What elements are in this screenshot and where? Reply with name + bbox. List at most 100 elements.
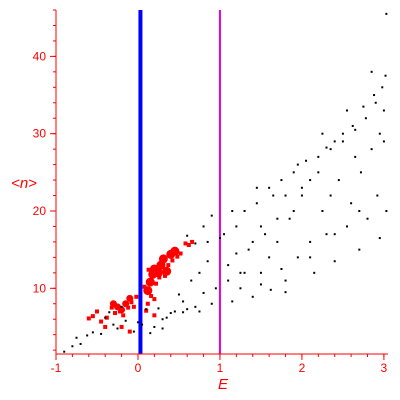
- point-s2-67: [346, 225, 349, 228]
- point-s2-72: [364, 117, 367, 120]
- point-s2-26: [194, 305, 197, 308]
- point-s2-95: [268, 256, 271, 259]
- axes-layer: -1 0 1 2 3 10 20 30 40: [33, 9, 388, 375]
- y-tick-label-0: 10: [33, 281, 47, 295]
- point-s2-123: [182, 300, 185, 303]
- point-s2-17: [157, 307, 160, 310]
- point-s2-114: [255, 186, 258, 189]
- point-s1-16: [144, 308, 149, 313]
- point-s2-66: [341, 140, 344, 143]
- point-s2-30: [210, 302, 213, 305]
- point-s2-33: [194, 242, 197, 245]
- point-s2-79: [382, 140, 385, 143]
- point-s2-80: [384, 74, 387, 77]
- point-s2-51: [280, 179, 283, 182]
- point-s2-24: [186, 308, 189, 311]
- point-s2-39: [231, 300, 234, 303]
- point-s2-55: [296, 256, 299, 259]
- x-ticks: -1 0 1 2 3: [51, 354, 388, 375]
- point-s2-47: [264, 233, 267, 236]
- point-s2-88: [325, 146, 328, 149]
- point-s2-44: [251, 295, 254, 298]
- point-s1-10: [131, 304, 136, 309]
- point-s1-30: [190, 239, 195, 244]
- point-s2-46: [259, 271, 262, 274]
- point-s1-0: [90, 314, 95, 319]
- point-s2-64: [333, 260, 336, 263]
- point-s2-32: [186, 234, 189, 237]
- point-s2-20: [169, 312, 172, 315]
- x-tick-label-3: 2: [299, 361, 306, 375]
- point-s0-7: [162, 266, 172, 276]
- point-s2-74: [370, 148, 373, 151]
- point-s2-92: [292, 209, 295, 212]
- point-s1-5: [113, 311, 118, 316]
- point-s2-103: [321, 132, 324, 135]
- point-s2-82: [385, 12, 388, 15]
- point-s1-14: [103, 324, 108, 329]
- point-s1-21: [157, 275, 162, 280]
- point-s2-62: [325, 233, 328, 236]
- point-s0-6: [158, 254, 168, 264]
- point-s1-23: [163, 273, 168, 278]
- point-s2-19: [165, 316, 168, 319]
- point-s2-100: [227, 279, 230, 282]
- point-s2-23: [182, 311, 185, 314]
- point-s2-2: [75, 336, 78, 339]
- x-tick-label-0: -1: [51, 361, 62, 375]
- point-s2-10: [120, 305, 123, 308]
- point-s1-25: [170, 258, 175, 263]
- x-axis-title: E: [218, 376, 229, 393]
- point-s2-86: [341, 132, 344, 135]
- point-s2-1: [71, 345, 74, 348]
- point-s2-116: [280, 267, 283, 270]
- point-s2-13: [141, 323, 144, 326]
- y-tick-label-2: 30: [33, 127, 47, 141]
- point-s2-104: [346, 109, 349, 112]
- point-s2-81: [385, 209, 388, 212]
- point-s1-17: [145, 301, 150, 306]
- point-s1-24: [166, 263, 171, 268]
- point-s2-18: [161, 318, 164, 321]
- point-s1-4: [109, 305, 114, 310]
- point-s2-83: [373, 94, 376, 97]
- plot-lines-layer: [138, 10, 221, 354]
- point-s2-41: [239, 287, 242, 290]
- point-s2-29: [206, 260, 209, 263]
- point-s2-120: [161, 327, 164, 330]
- point-s2-52: [284, 279, 287, 282]
- point-s2-57: [305, 159, 308, 162]
- point-s1-33: [146, 267, 151, 272]
- point-s1-22: [160, 264, 165, 269]
- y-tick-label-1: 20: [33, 204, 47, 218]
- y-axis-title: <n>: [11, 175, 37, 192]
- x-tick-label-4: 3: [381, 361, 388, 375]
- point-s1-18: [149, 294, 154, 299]
- point-s1-1: [94, 309, 99, 314]
- point-s2-63: [329, 148, 332, 151]
- point-s2-115: [272, 194, 275, 197]
- point-s2-90: [309, 179, 312, 182]
- point-s2-49: [269, 288, 272, 291]
- point-s2-34: [202, 225, 205, 228]
- point-s2-36: [210, 214, 213, 217]
- point-s2-59: [313, 271, 316, 274]
- point-s2-113: [231, 209, 234, 212]
- point-s1-8: [126, 305, 131, 310]
- point-s2-110: [284, 291, 287, 294]
- point-s1-11: [134, 294, 139, 299]
- point-s2-117: [329, 194, 332, 197]
- point-s1-28: [183, 241, 188, 246]
- point-s2-48: [268, 186, 271, 189]
- point-s1-29: [186, 243, 191, 248]
- point-s2-35: [206, 240, 209, 243]
- point-s2-119: [378, 132, 381, 135]
- point-s2-73: [366, 217, 369, 220]
- point-s2-42: [243, 209, 246, 212]
- point-s2-6: [100, 332, 103, 335]
- point-s1-19: [152, 297, 157, 302]
- point-s2-61: [321, 209, 324, 212]
- point-s2-22: [177, 293, 180, 296]
- point-s2-58: [309, 240, 312, 243]
- point-s2-94: [276, 217, 279, 220]
